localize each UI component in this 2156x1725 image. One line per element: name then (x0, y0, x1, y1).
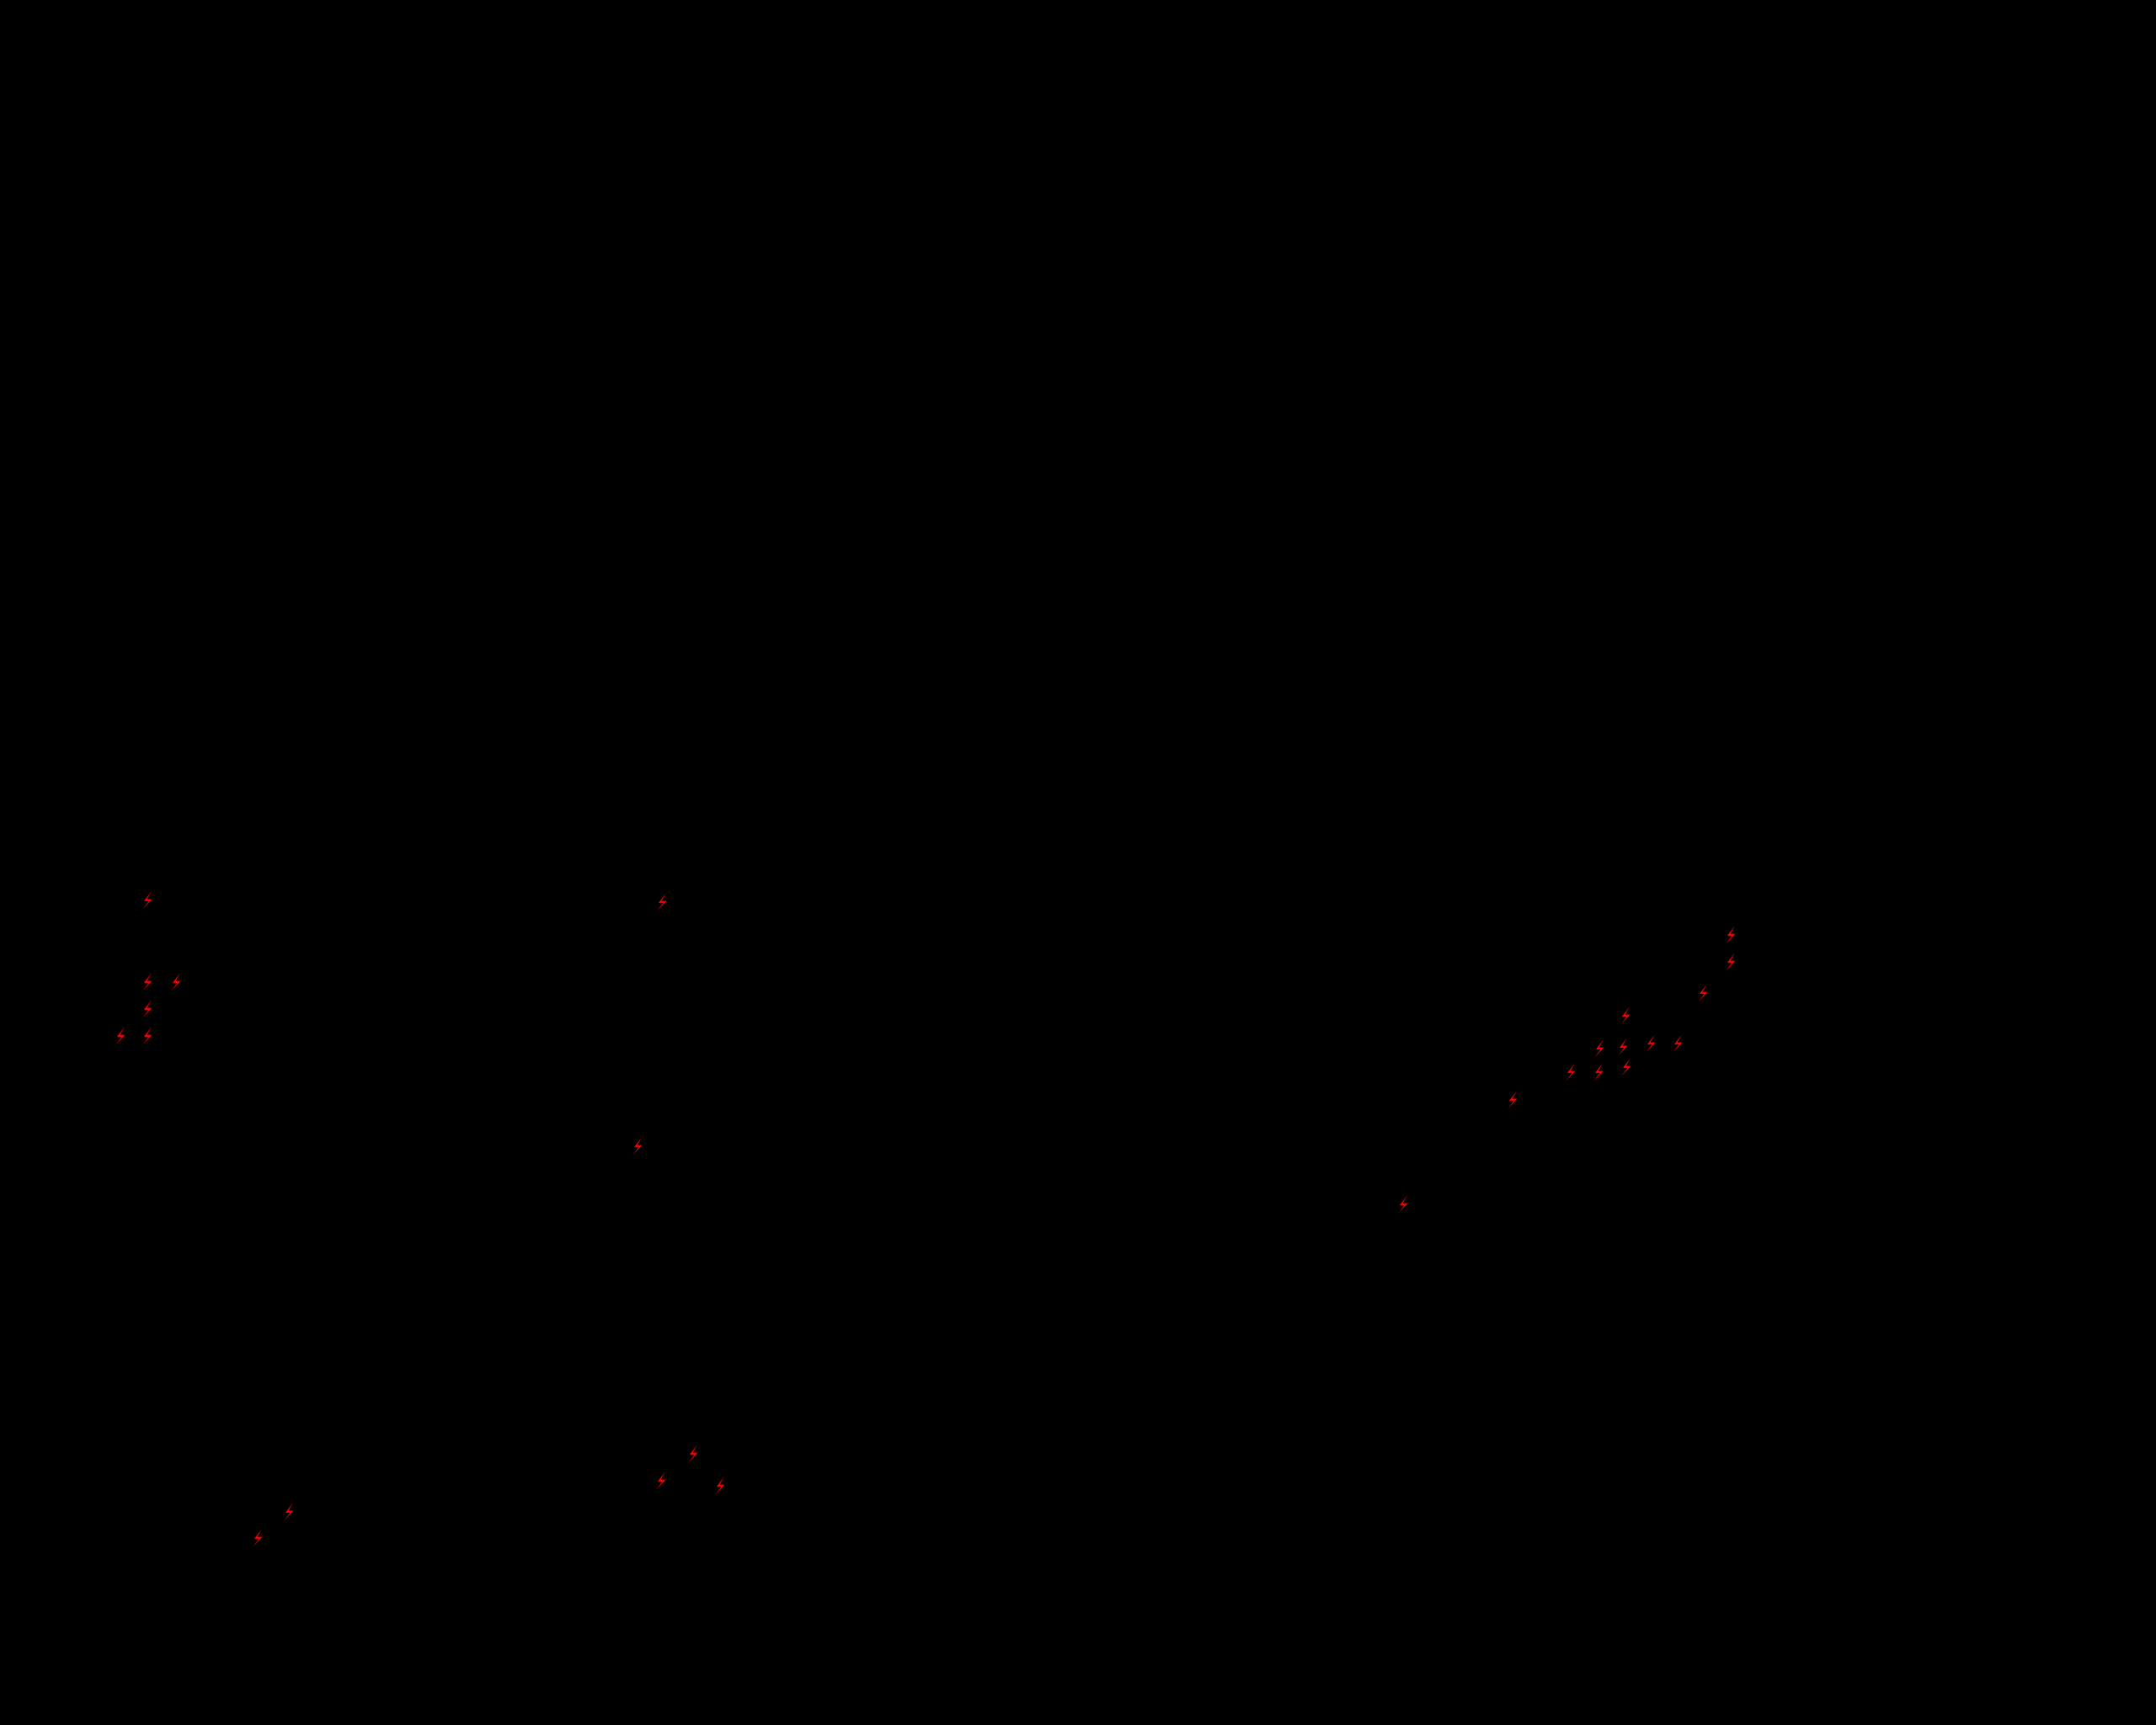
lightning-bolt-icon[interactable] (1619, 1054, 1634, 1081)
lightning-bolt-icon[interactable] (654, 1467, 669, 1494)
lightning-bolt-icon[interactable] (1505, 1087, 1520, 1114)
lightning-bolt-icon[interactable] (140, 1023, 155, 1049)
lightning-bolt-icon[interactable] (1643, 1030, 1658, 1057)
lightning-bolt-icon[interactable] (140, 996, 155, 1023)
lightning-bolt-icon[interactable] (630, 1133, 645, 1160)
lightning-bolt-icon[interactable] (113, 1023, 128, 1049)
lightning-bolt-icon[interactable] (250, 1525, 265, 1551)
lightning-bolt-icon[interactable] (1618, 1002, 1633, 1029)
lightning-bolt-icon[interactable] (281, 1498, 296, 1525)
lightning-bolt-icon[interactable] (1615, 1033, 1630, 1060)
lightning-bolt-icon[interactable] (1396, 1191, 1411, 1218)
lightning-bolt-icon[interactable] (654, 889, 670, 916)
lightning-bolt-icon[interactable] (1723, 921, 1738, 948)
lightning-bolt-icon[interactable] (140, 969, 155, 996)
lightning-bolt-icon[interactable] (1591, 1059, 1606, 1086)
lightning-bolt-icon[interactable] (1592, 1035, 1607, 1062)
lightning-bolt-icon[interactable] (1670, 1030, 1685, 1057)
lightning-bolt-icon[interactable] (1695, 980, 1710, 1007)
lightning-bolt-icon[interactable] (140, 887, 155, 914)
lightning-bolt-icon[interactable] (712, 1472, 728, 1499)
lightning-bolt-icon[interactable] (686, 1440, 701, 1467)
lightning-bolt-icon[interactable] (1723, 948, 1738, 975)
lightning-bolt-icon[interactable] (1563, 1059, 1578, 1086)
lightning-bolt-icon[interactable] (168, 969, 184, 996)
